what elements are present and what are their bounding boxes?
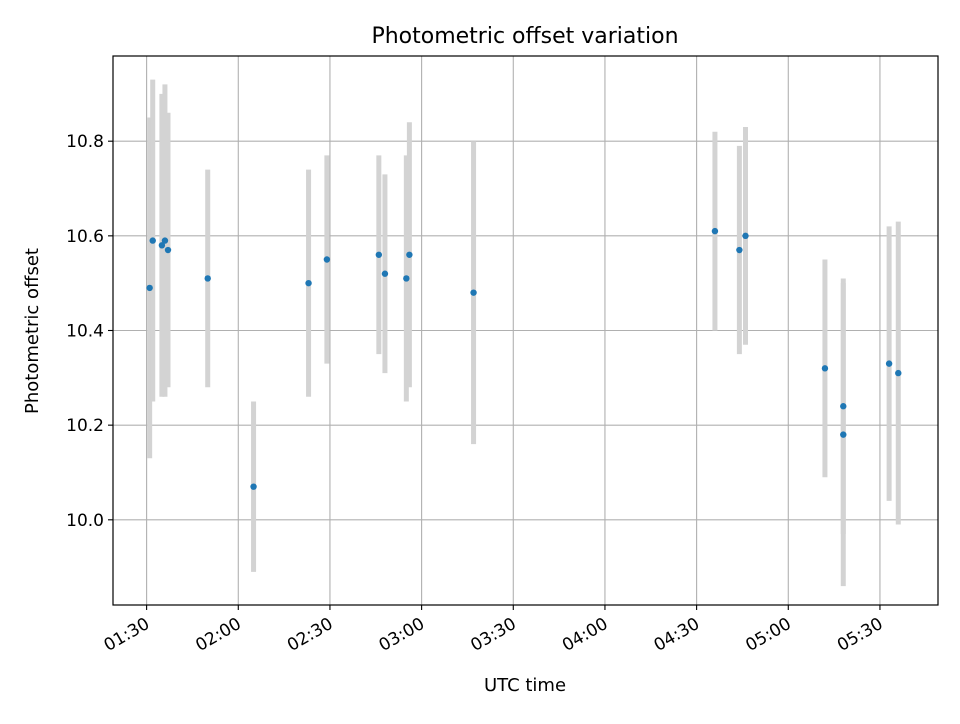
data-point — [149, 237, 156, 244]
x-tick-label: 02:00 — [192, 614, 244, 656]
x-tick-label: 04:30 — [651, 614, 703, 656]
data-point — [895, 369, 902, 377]
data-point — [375, 251, 383, 258]
y-tick-label: 10.8 — [66, 132, 104, 152]
data-point — [742, 232, 749, 240]
data-point — [164, 246, 172, 254]
x-tick-label: 05:30 — [834, 614, 886, 656]
grid — [113, 56, 938, 605]
x-tick-label: 02:30 — [284, 614, 336, 656]
data-point — [403, 275, 410, 282]
y-tick-label: 10.4 — [66, 322, 104, 342]
chart-title: Photometric offset variation — [371, 24, 678, 49]
x-tick-label: 01:30 — [101, 614, 153, 656]
data-point — [736, 246, 743, 254]
data-point — [406, 251, 413, 258]
x-tick-label: 05:00 — [742, 614, 794, 656]
y-tick-label: 10.0 — [66, 511, 104, 531]
data-points — [146, 227, 902, 490]
data-point — [323, 256, 331, 263]
data-point — [161, 237, 169, 244]
data-point — [146, 284, 153, 292]
data-point — [204, 275, 211, 282]
data-point — [821, 365, 829, 372]
data-point — [711, 227, 719, 235]
data-point — [158, 242, 166, 249]
x-tick-label: 03:30 — [467, 614, 519, 656]
x-tick-label: 04:00 — [559, 614, 611, 656]
x-axis-label: UTC time — [484, 675, 566, 696]
data-point — [840, 431, 847, 438]
data-point — [250, 483, 257, 490]
x-axis-ticks: 01:30 02:00 02:30 03:00 03:30 04:00 04:30 05:00… — [101, 605, 886, 656]
y-tick-label: 10.6 — [66, 227, 104, 247]
y-axis-label: Photometric offset — [22, 248, 43, 414]
y-axis-ticks: 10.0 10.2 10.4 10.6 10.8 — [66, 132, 113, 531]
y-tick-label: 10.2 — [66, 416, 104, 436]
data-point — [885, 360, 893, 367]
error-bars — [147, 79, 901, 587]
data-point — [470, 289, 477, 296]
data-point — [305, 279, 312, 287]
x-tick-label: 03:00 — [376, 614, 428, 656]
data-point — [840, 403, 847, 410]
data-point — [381, 270, 389, 277]
